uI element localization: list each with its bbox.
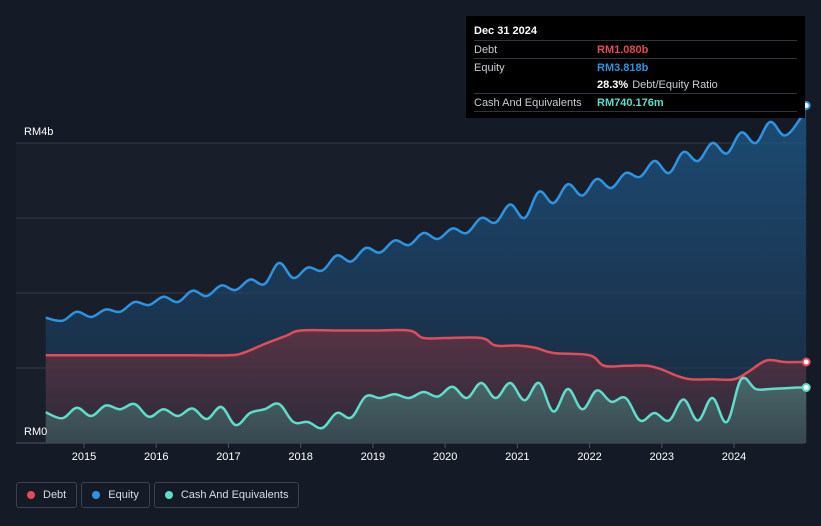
legend-item-debt[interactable]: Debt: [16, 482, 78, 508]
tooltip-value-ratio: 28.3%: [597, 78, 629, 91]
tooltip-date: Dec 31 2024: [474, 25, 537, 37]
tooltip-value-debt: RM1.080b: [597, 43, 649, 56]
legend-label-debt: Debt: [43, 489, 67, 501]
tooltip-row-cash: Cash And Equivalents RM740.176m: [474, 93, 797, 112]
x-tick-label: 2016: [144, 451, 168, 463]
chart-legend: Debt Equity Cash And Equivalents: [16, 482, 300, 508]
x-tick-label: 2020: [433, 451, 457, 463]
x-tick-label: 2024: [722, 451, 746, 463]
x-tick-label: 2019: [361, 451, 385, 463]
cash-and-equivalents-end-point: [801, 383, 811, 392]
tooltip-value-cash: RM740.176m: [597, 96, 664, 109]
tooltip-ratio-label: Debt/Equity Ratio: [632, 78, 718, 91]
cash-and-equivalents-area: [45, 377, 807, 443]
y-tick-labels: RM4b RM0: [24, 126, 53, 438]
x-tick-label: 2017: [216, 451, 240, 463]
debt-line: [45, 328, 807, 382]
series-areas: [45, 105, 807, 443]
equity-line: [45, 104, 808, 323]
tooltip-row-debt: Debt RM1.080b: [474, 40, 797, 58]
legend-item-cash[interactable]: Cash And Equivalents: [153, 482, 300, 508]
x-tick-labels: 2015 2016 2017 2018 2019 2020 2021 2022 2023 2024: [72, 443, 746, 463]
legend-label-cash: Cash And Equivalents: [180, 489, 289, 501]
y-tick-label: RM0: [24, 426, 47, 438]
legend-dot-equity: [92, 491, 101, 499]
cash-and-equivalents-line: [45, 376, 807, 430]
legend-dot-debt: [27, 491, 35, 499]
tooltip-label: Cash And Equivalents: [474, 96, 582, 109]
tooltip-label: Debt: [474, 43, 498, 56]
tooltip-row-equity: Equity RM3.818b: [474, 58, 797, 76]
debt-end-point: [801, 357, 811, 367]
legend-item-equity[interactable]: Equity: [81, 482, 150, 508]
x-tick-label: 2021: [505, 451, 529, 463]
y-tick-label: RM4b: [24, 126, 53, 138]
x-tick-label: 2018: [288, 451, 312, 463]
x-tick-label: 2023: [650, 451, 674, 463]
data-tooltip: Dec 31 2024 Debt RM1.080b Equity RM3.818…: [466, 16, 805, 118]
tooltip-value-equity: RM3.818b: [597, 61, 649, 74]
x-tick-label: 2015: [72, 451, 96, 463]
legend-label-equity: Equity: [108, 489, 139, 501]
tooltip-label: Equity: [474, 61, 505, 74]
legend-dot-cash: [164, 491, 173, 499]
series-lines: [45, 104, 808, 430]
tooltip-row-ratio: 28.3% Debt/Equity Ratio: [474, 76, 797, 93]
x-tick-label: 2022: [577, 451, 601, 463]
